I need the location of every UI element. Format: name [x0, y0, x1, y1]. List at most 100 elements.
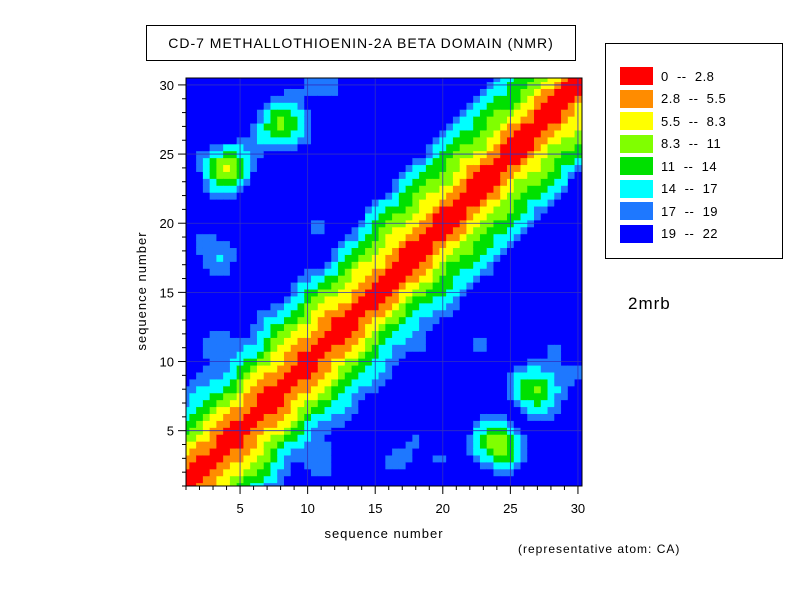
heatmap-cell: [540, 447, 549, 456]
heatmap-cell: [250, 78, 258, 83]
heatmap-cell: [500, 309, 508, 318]
heatmap-cell: [229, 364, 238, 373]
heatmap-cell: [527, 268, 535, 276]
heatmap-cell: [365, 330, 373, 338]
heatmap-cell: [513, 185, 522, 193]
heatmap-cell: [270, 482, 278, 486]
heatmap-cell: [186, 420, 190, 428]
heatmap-cell: [256, 192, 265, 200]
heatmap-cell: [229, 136, 238, 145]
heatmap-cell: [216, 102, 224, 110]
heatmap-cell: [365, 136, 373, 145]
heatmap-cell: [283, 309, 292, 318]
heatmap-cell: [378, 212, 386, 221]
heatmap-cell: [263, 205, 272, 214]
heatmap-cell: [459, 116, 468, 124]
heatmap-cell: [338, 295, 346, 304]
heatmap-cell: [567, 212, 576, 221]
heatmap-cell: [378, 295, 386, 304]
heatmap-cell: [527, 129, 535, 138]
heatmap-cell: [446, 136, 454, 145]
heatmap-cell: [209, 212, 218, 221]
heatmap-cell: [216, 413, 224, 421]
heatmap-cell: [216, 434, 224, 442]
heatmap-cell: [425, 122, 434, 131]
heatmap-cell: [446, 157, 454, 166]
heatmap-cell: [405, 282, 413, 290]
heatmap-cell: [540, 406, 549, 414]
heatmap-cell: [256, 392, 265, 401]
heatmap-cell: [277, 157, 285, 166]
heatmap-cell: [250, 399, 258, 408]
heatmap-cell: [331, 482, 339, 486]
heatmap-cell: [567, 240, 576, 249]
heatmap-cell: [338, 254, 346, 262]
heatmap-cell: [290, 192, 299, 200]
heatmap-cell: [385, 434, 393, 442]
heatmap-cell: [256, 205, 265, 214]
heatmap-cell: [527, 212, 535, 221]
heatmap-cell: [358, 185, 366, 193]
heatmap-cell: [513, 254, 522, 262]
heatmap-cell: [473, 364, 481, 373]
heatmap-cell: [256, 233, 265, 242]
heatmap-cell: [398, 275, 407, 283]
heatmap-cell: [270, 157, 278, 166]
heatmap-cell: [513, 157, 522, 166]
heatmap-cell: [317, 344, 326, 352]
heatmap-cell: [385, 454, 393, 463]
heatmap-cell: [311, 254, 319, 262]
heatmap-cell: [202, 461, 211, 470]
heatmap-cell: [223, 316, 231, 325]
heatmap-cell: [317, 143, 326, 152]
heatmap-cell: [338, 268, 346, 276]
heatmap-cell: [189, 233, 197, 242]
heatmap-cell: [209, 275, 218, 283]
heatmap-cell: [338, 78, 346, 83]
heatmap-cell: [189, 178, 197, 186]
heatmap-cell: [527, 392, 535, 401]
heatmap-cell: [277, 102, 285, 110]
heatmap-cell: [324, 392, 332, 401]
y-tick-label: 5: [167, 424, 174, 439]
heatmap-cell: [554, 447, 562, 456]
heatmap-cell: [385, 122, 393, 131]
heatmap-cell: [256, 199, 265, 207]
heatmap-cell: [256, 116, 265, 124]
heatmap-cell: [479, 116, 488, 124]
heatmap-cell: [229, 282, 238, 290]
heatmap-cell: [398, 233, 407, 242]
heatmap-cell: [385, 212, 393, 221]
heatmap-cell: [297, 295, 305, 304]
heatmap-cell: [344, 205, 353, 214]
heatmap-cell: [493, 482, 501, 486]
heatmap-cell: [351, 233, 359, 242]
heatmap-cell: [486, 254, 495, 262]
heatmap-cell: [317, 199, 326, 207]
heatmap-cell: [331, 164, 339, 172]
heatmap-cell: [344, 385, 353, 394]
heatmap-cell: [527, 116, 535, 124]
heatmap-cell: [520, 157, 528, 166]
heatmap-cell: [202, 344, 211, 352]
heatmap-cell: [419, 316, 427, 325]
heatmap-cell: [446, 178, 454, 186]
heatmap-cell: [331, 185, 339, 193]
heatmap-cell: [479, 171, 488, 179]
heatmap-cell: [412, 447, 420, 456]
heatmap-cell: [446, 309, 454, 318]
heatmap-cell: [398, 240, 407, 249]
heatmap-cell: [229, 468, 238, 477]
heatmap-cell: [196, 95, 204, 103]
heatmap-cell: [297, 102, 305, 110]
heatmap-cell: [473, 468, 481, 477]
heatmap-cell: [311, 164, 319, 172]
heatmap-cell: [392, 378, 400, 387]
heatmap-cell: [290, 468, 299, 477]
heatmap-cell: [432, 95, 441, 103]
heatmap-cell: [229, 323, 238, 332]
heatmap-cell: [513, 482, 522, 486]
heatmap-cell: [317, 447, 326, 456]
heatmap-cell: [520, 364, 528, 373]
heatmap-cell: [547, 261, 555, 269]
